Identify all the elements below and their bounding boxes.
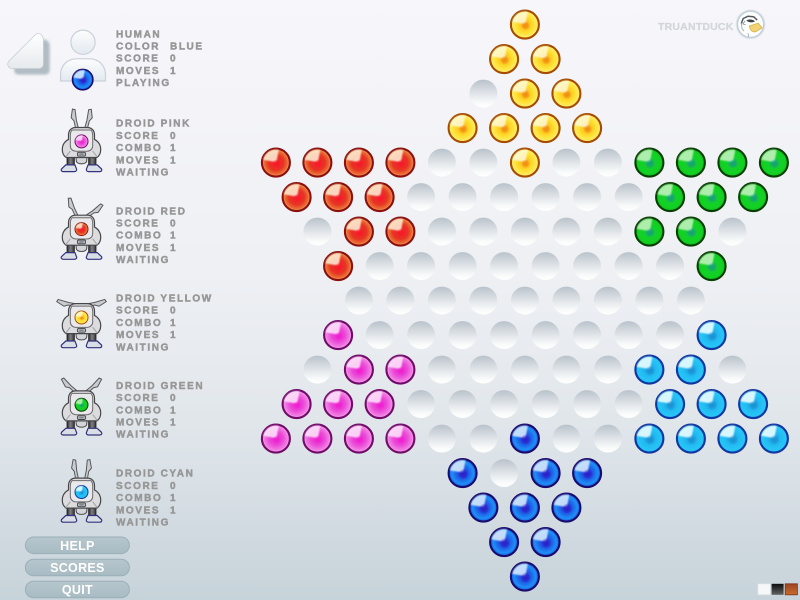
svg-text:DROID RED: DROID RED <box>116 206 187 217</box>
svg-text:QUIT: QUIT <box>62 583 93 597</box>
svg-text:DROID PINK: DROID PINK <box>116 119 191 130</box>
svg-text:MOVES: MOVES <box>116 66 160 77</box>
svg-text:WAITING: WAITING <box>116 430 170 441</box>
svg-text:1: 1 <box>170 66 177 77</box>
svg-text:1: 1 <box>170 418 177 429</box>
svg-text:0: 0 <box>170 131 177 142</box>
svg-text:SCORE: SCORE <box>116 219 160 230</box>
svg-text:SCORE: SCORE <box>116 481 160 492</box>
svg-text:0: 0 <box>170 219 177 230</box>
svg-text:MOVES: MOVES <box>116 243 160 254</box>
svg-text:DROID YELLOW: DROID YELLOW <box>116 294 213 305</box>
svg-text:HUMAN: HUMAN <box>116 29 161 40</box>
svg-text:0: 0 <box>170 306 177 317</box>
svg-text:MOVES: MOVES <box>116 418 160 429</box>
svg-text:SCORE: SCORE <box>116 131 160 142</box>
svg-text:WAITING: WAITING <box>116 342 170 353</box>
svg-text:HELP: HELP <box>60 539 95 553</box>
svg-text:0: 0 <box>170 481 177 492</box>
svg-text:DROID CYAN: DROID CYAN <box>116 469 194 480</box>
svg-text:SCORES: SCORES <box>50 561 105 575</box>
svg-text:1: 1 <box>170 243 177 254</box>
svg-text:MOVES: MOVES <box>116 330 160 341</box>
svg-text:SCORE: SCORE <box>116 54 160 65</box>
svg-text:1: 1 <box>170 405 177 416</box>
svg-text:1: 1 <box>170 330 177 341</box>
svg-text:WAITING: WAITING <box>116 255 170 266</box>
svg-text:1: 1 <box>170 505 177 516</box>
svg-text:DROID GREEN: DROID GREEN <box>116 381 204 392</box>
svg-text:COMBO: COMBO <box>116 231 162 242</box>
svg-text:0: 0 <box>170 393 177 404</box>
svg-text:TRUANTDUCK: TRUANTDUCK <box>658 21 734 33</box>
svg-text:MOVES: MOVES <box>116 505 160 516</box>
svg-text:COMBO: COMBO <box>116 493 162 504</box>
svg-text:PLAYING: PLAYING <box>116 78 171 89</box>
svg-text:1: 1 <box>170 493 177 504</box>
svg-text:0: 0 <box>170 54 177 65</box>
svg-text:1: 1 <box>170 155 177 166</box>
svg-text:MOVES: MOVES <box>116 155 160 166</box>
svg-text:WAITING: WAITING <box>116 518 170 529</box>
svg-text:COMBO: COMBO <box>116 318 162 329</box>
svg-text:COLOR: COLOR <box>116 42 160 53</box>
svg-text:WAITING: WAITING <box>116 168 170 179</box>
svg-text:SCORE: SCORE <box>116 306 160 317</box>
svg-text:1: 1 <box>170 143 177 154</box>
svg-text:1: 1 <box>170 318 177 329</box>
svg-text:SCORE: SCORE <box>116 393 160 404</box>
svg-text:COMBO: COMBO <box>116 143 162 154</box>
svg-text:1: 1 <box>170 231 177 242</box>
svg-text:COMBO: COMBO <box>116 405 162 416</box>
svg-text:BLUE: BLUE <box>170 42 204 53</box>
